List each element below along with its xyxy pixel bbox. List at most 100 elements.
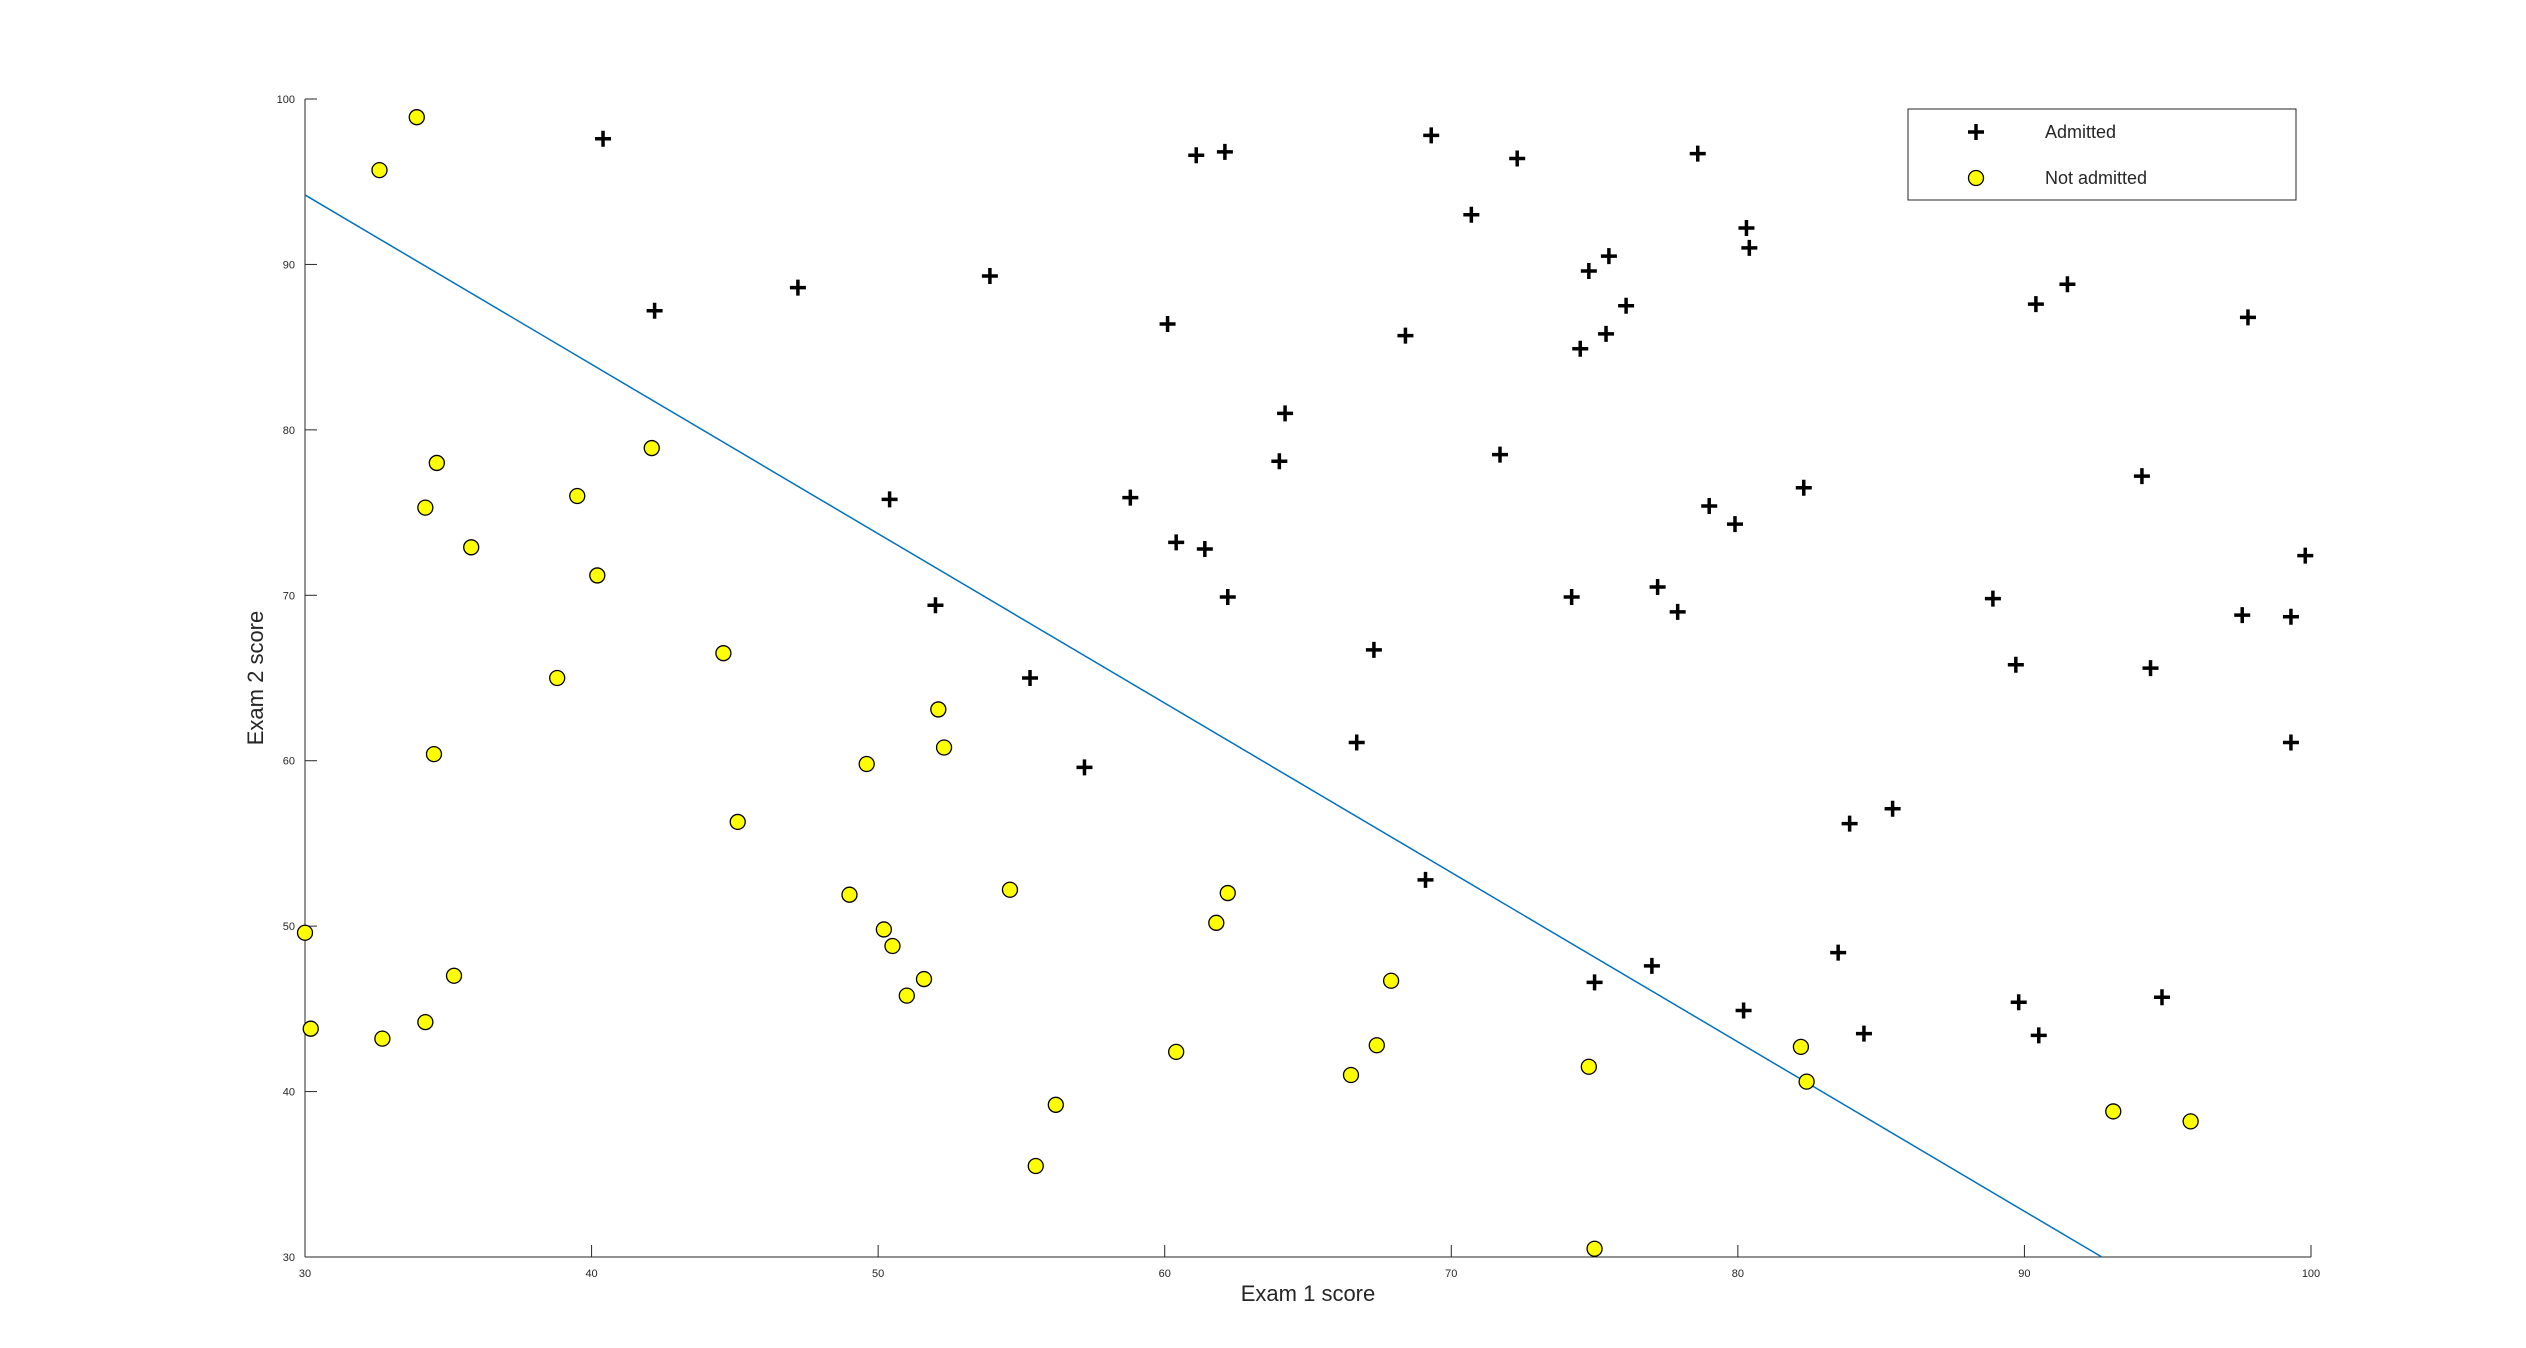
y-tick-label: 60 [283,756,295,768]
data-point [1741,239,1758,256]
data-point [408,109,425,126]
data-point [1219,588,1236,605]
data-point [2153,989,2170,1006]
data-point [1423,127,1440,144]
data-point [2297,547,2314,564]
data-point [1342,1066,1360,1084]
data-point [1122,489,1139,506]
data-point [2239,309,2256,326]
y-tick-label: 50 [283,921,295,933]
data-point [1984,590,2001,607]
x-tick-label: 100 [2302,1268,2320,1280]
data-point [445,967,463,984]
data-point [2059,276,2076,293]
data-point [1701,497,1718,514]
data-point [1795,479,1812,496]
data-point [884,937,901,955]
data-point [1208,914,1225,931]
data-point [1735,1002,1752,1019]
data-point [569,487,586,505]
data-point [2027,296,2044,313]
data-point [1188,147,1205,164]
data-point [1463,206,1480,223]
x-tick-label: 50 [872,1268,884,1280]
data-point [1382,972,1400,989]
x-tick-label: 30 [299,1268,311,1280]
data-point [1600,248,1617,265]
data-point [1586,1240,1603,1257]
data-point [1563,588,1580,605]
legend-marker [1968,124,1984,140]
data-point [1855,1025,1872,1042]
data-point [1689,145,1706,162]
data-point [1586,974,1603,991]
x-tick-label: 60 [1159,1268,1171,1280]
data-point [428,454,445,472]
x-axis-label: Exam 1 score [1241,1281,1376,1306]
data-point [1168,534,1185,551]
data-point [935,739,953,756]
data-point [1365,641,1382,658]
data-point [1492,446,1508,463]
data-point [1348,734,1365,751]
data-point [789,279,806,296]
data-point [374,1030,391,1047]
y-tick-label: 30 [283,1252,295,1264]
data-point [1509,150,1526,167]
data-point [1649,579,1666,596]
data-point [549,669,566,687]
data-point [1580,263,1597,280]
data-point [1580,1058,1597,1075]
data-point [1884,800,1901,817]
data-point [296,924,314,941]
y-tick-label: 90 [283,259,295,271]
data-point [1643,957,1660,974]
x-tick-label: 80 [1732,1268,1744,1280]
data-point [1277,405,1294,422]
data-point [715,645,732,662]
data-point [875,921,893,938]
data-point [2142,660,2159,677]
data-point [729,813,746,831]
data-point [1219,884,1236,902]
data-point [1830,944,1847,961]
data-point [981,268,998,285]
data-point [425,745,443,763]
data-point [643,439,660,457]
y-axis-label: Exam 2 score [243,611,268,746]
data-point [2105,1103,2122,1120]
x-tick-label: 70 [1445,1268,1457,1280]
data-point [1047,1096,1064,1113]
data-point [1618,297,1635,314]
data-point [1417,871,1434,888]
data-point [898,987,915,1004]
data-point [1726,516,1743,533]
data-point [1572,340,1589,357]
data-point [1669,603,1686,620]
data-point [1076,759,1093,776]
data-point [1027,1157,1044,1175]
x-tick-label: 90 [2018,1268,2030,1280]
data-point [2182,1113,2199,1130]
data-point [1022,670,1039,686]
data-point [915,970,933,988]
data-point [371,161,388,179]
legend-label: Not admitted [2045,168,2147,188]
data-point [595,130,612,147]
data-point [589,567,606,584]
data-point [1216,143,1233,160]
data-point [1738,220,1755,237]
data-point [302,1020,319,1037]
data-point [2030,1027,2047,1044]
data-point [417,499,434,516]
y-tick-label: 100 [277,94,295,106]
data-point [646,302,663,319]
data-point [1397,327,1414,344]
data-point [930,701,947,718]
data-point [1196,540,1213,557]
data-point [1798,1073,1815,1090]
legend-label: Admitted [2045,122,2116,142]
x-tick-label: 40 [585,1268,597,1280]
data-point [1168,1043,1185,1061]
